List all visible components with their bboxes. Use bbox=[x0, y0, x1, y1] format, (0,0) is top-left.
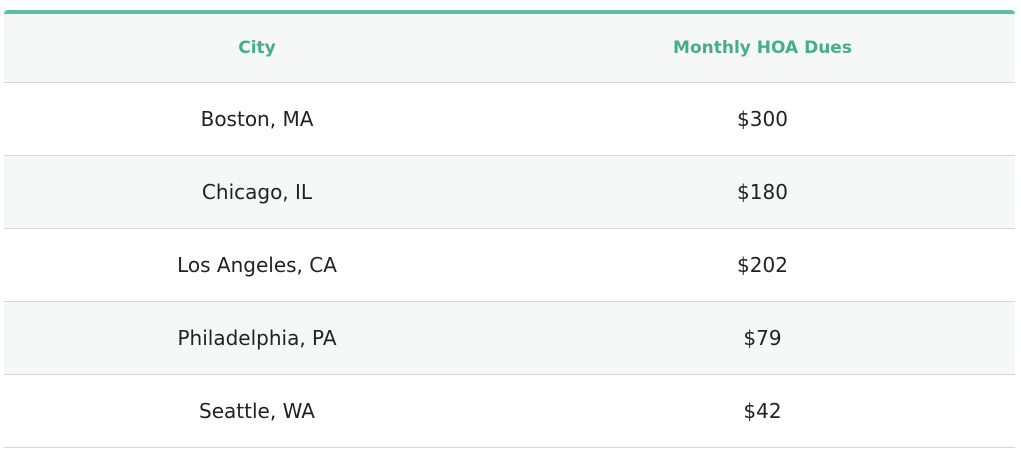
header-city: City bbox=[238, 38, 276, 58]
hoa-dues-table: City Monthly HOA Dues Boston, MA $300 Ch… bbox=[4, 10, 1015, 448]
city-cell: Los Angeles, CA bbox=[177, 253, 337, 277]
city-cell: Boston, MA bbox=[200, 107, 314, 131]
table-row: Philadelphia, PA $79 bbox=[4, 302, 1015, 375]
dues-cell: $42 bbox=[743, 399, 782, 423]
city-cell: Seattle, WA bbox=[199, 399, 315, 423]
dues-cell: $202 bbox=[737, 253, 788, 277]
city-cell: Chicago, IL bbox=[201, 180, 313, 204]
table-row: Boston, MA $300 bbox=[4, 83, 1015, 156]
table-row: Los Angeles, CA $202 bbox=[4, 229, 1015, 302]
city-cell: Philadelphia, PA bbox=[177, 326, 337, 350]
header-monthly-hoa-dues: Monthly HOA Dues bbox=[673, 38, 852, 58]
table-row: Seattle, WA $42 bbox=[4, 375, 1015, 448]
table-header-row: City Monthly HOA Dues bbox=[4, 14, 1015, 83]
dues-cell: $79 bbox=[743, 326, 782, 350]
dues-cell: $180 bbox=[737, 180, 788, 204]
table-row: Chicago, IL $180 bbox=[4, 156, 1015, 229]
dues-cell: $300 bbox=[737, 107, 788, 131]
